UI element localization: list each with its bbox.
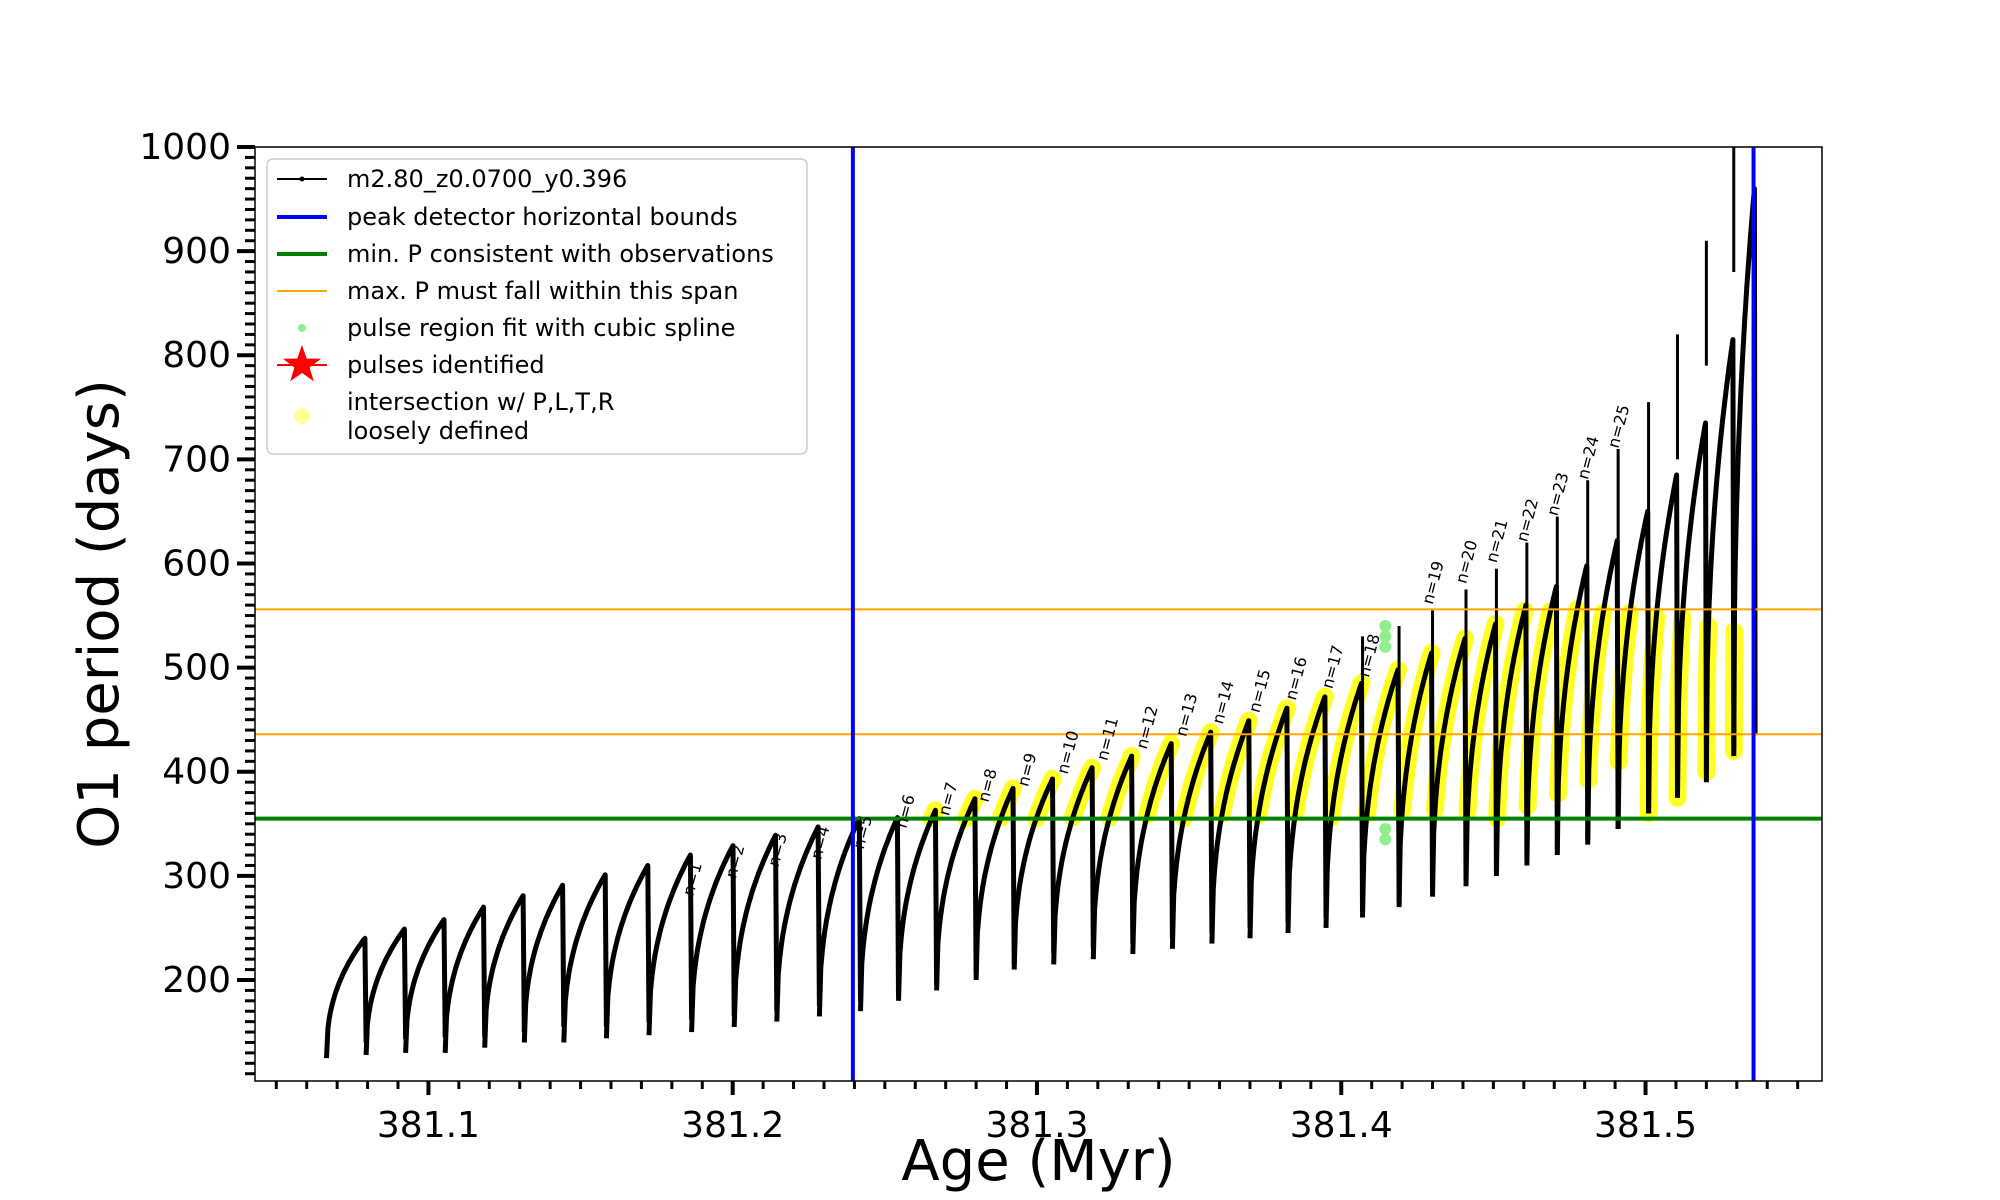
legend-label-4: max. P must fall within this span <box>347 277 738 305</box>
pulse-curve-5 <box>482 893 527 1048</box>
legend-box <box>266 158 808 455</box>
y-axis-title: O1 period (days) <box>67 379 132 849</box>
pulse-label-2: n=2 <box>721 843 748 881</box>
pulse-curve-19 <box>1051 765 1096 965</box>
pulse-label-24: n=24 <box>1573 434 1603 481</box>
pulse-curve-28 <box>1396 650 1435 908</box>
pulse-label-22: n=22 <box>1512 496 1542 543</box>
pulse-curve-6 <box>521 882 567 1043</box>
legend-swatch-6 <box>283 345 321 382</box>
pulse-curve-30 <box>1463 621 1499 887</box>
pulse-label-3: n=3 <box>764 831 791 869</box>
pulse-label-8: n=8 <box>974 767 1001 805</box>
legend-label-3: min. P consistent with observations <box>347 240 774 268</box>
pulse-curve-8 <box>603 863 652 1039</box>
x-tick-label-2: 381.2 <box>681 1105 784 1146</box>
pulse-label-13: n=13 <box>1172 691 1202 738</box>
y-tick-label-2: 300 <box>162 856 231 897</box>
x-tick-label-3: 381.3 <box>985 1105 1088 1146</box>
pulse-label-14: n=14 <box>1208 679 1238 726</box>
pulse-label-25: n=25 <box>1604 403 1634 450</box>
pulse-curve-16 <box>934 796 979 991</box>
pulse-curve-4 <box>442 904 488 1053</box>
pulse-curve-10 <box>689 843 737 1033</box>
legend-swatch-1-dot <box>299 176 305 182</box>
legend-label-1: m2.80_z0.0700_y0.396 <box>347 165 627 193</box>
y-tick-label-7: 800 <box>162 335 231 376</box>
pulse-curve-26 <box>1323 680 1365 928</box>
pulse-curve-20 <box>1090 753 1136 960</box>
pulse-label-7: n=7 <box>934 780 961 818</box>
y-tick-label-1: 200 <box>162 960 231 1001</box>
pulse-label-16: n=16 <box>1281 655 1311 702</box>
x-tick-label-4: 381.4 <box>1290 1105 1393 1146</box>
spline-point-5 <box>1379 833 1392 846</box>
pulse-label-23: n=23 <box>1543 470 1573 517</box>
pulse-curve-27 <box>1360 667 1402 918</box>
pulse-curve-36 <box>1646 472 1680 814</box>
pulse-curve-9 <box>646 852 695 1036</box>
legend-label-7-line-2: loosely defined <box>347 417 529 445</box>
pulse-label-11: n=11 <box>1092 715 1122 762</box>
pulse-curve-15 <box>896 807 940 1001</box>
pulse-curve-37 <box>1675 420 1709 798</box>
pulse-curve-7 <box>561 872 609 1043</box>
pulse-label-4: n=4 <box>806 824 833 862</box>
legend-label-7-line-1: intersection w/ P,L,T,R <box>347 388 614 416</box>
y-tick-label-6: 700 <box>162 439 231 480</box>
legend-label-6: pulses identified <box>347 351 545 379</box>
pulse-curve-17 <box>973 785 1017 981</box>
pulse-label-21: n=21 <box>1482 517 1512 564</box>
pulse-curve-34 <box>1585 538 1621 845</box>
y-tick-label-3: 400 <box>162 752 231 793</box>
legend-swatch-7 <box>294 408 310 424</box>
pulse-curve-11 <box>731 832 780 1027</box>
y-tick-label-5: 600 <box>162 543 231 584</box>
axes: 381.1 381.2 381.3 381.4 381.5 200 300 400 500 600… <box>139 127 1800 1146</box>
pulse-curve-24 <box>1247 705 1291 939</box>
pulse-curve-1 <box>324 935 369 1059</box>
pulse-curve-31 <box>1493 602 1530 876</box>
spline-point-1 <box>1379 619 1392 632</box>
pulse-curve-14 <box>858 815 901 1012</box>
pulse-label-6: n=6 <box>892 793 919 831</box>
pulse-label-10: n=10 <box>1053 729 1083 776</box>
pulse-label-12: n=12 <box>1132 704 1162 751</box>
pulse-curve-29 <box>1430 636 1469 897</box>
pulse-curve-38 <box>1703 337 1737 772</box>
pulse-label-15: n=15 <box>1245 667 1275 714</box>
legend-label-2: peak detector horizontal bounds <box>347 203 738 231</box>
pulse-curve-3 <box>403 917 448 1054</box>
y-tick-label-9: 1000 <box>139 127 231 168</box>
spline-point-3 <box>1379 640 1392 653</box>
pulse-curve-32 <box>1524 583 1560 866</box>
x-tick-label-1: 381.1 <box>377 1105 480 1146</box>
pulse-label-19: n=19 <box>1418 559 1448 606</box>
pulse-label-9: n=9 <box>1013 751 1040 789</box>
spline-layer <box>1379 619 1392 846</box>
spline-point-2 <box>1379 630 1392 643</box>
pulse-label-20: n=20 <box>1452 538 1482 585</box>
pulse-label-18: n=18 <box>1354 632 1384 679</box>
x-tick-label-5: 381.5 <box>1594 1105 1697 1146</box>
pulse-curve-12 <box>774 824 822 1022</box>
pulse-curve-35 <box>1615 508 1652 830</box>
pulse-curve-21 <box>1130 741 1175 955</box>
spline-point-4 <box>1379 823 1392 836</box>
y-tick-label-8: 900 <box>162 231 231 272</box>
legend-label-5: pulse region fit with cubic spline <box>347 314 735 342</box>
legend-swatch-5 <box>298 324 306 332</box>
pulse-curve-33 <box>1554 563 1591 856</box>
y-tick-label-4: 500 <box>162 648 231 689</box>
pulse-curve-18 <box>1011 776 1057 970</box>
pulse-curve-2 <box>363 926 409 1056</box>
reference-lines <box>255 147 1822 1081</box>
pulse-curve-22 <box>1169 729 1215 949</box>
x-axis-title: Age (Myr) <box>901 1129 1175 1194</box>
pulse-label-17: n=17 <box>1318 643 1348 690</box>
